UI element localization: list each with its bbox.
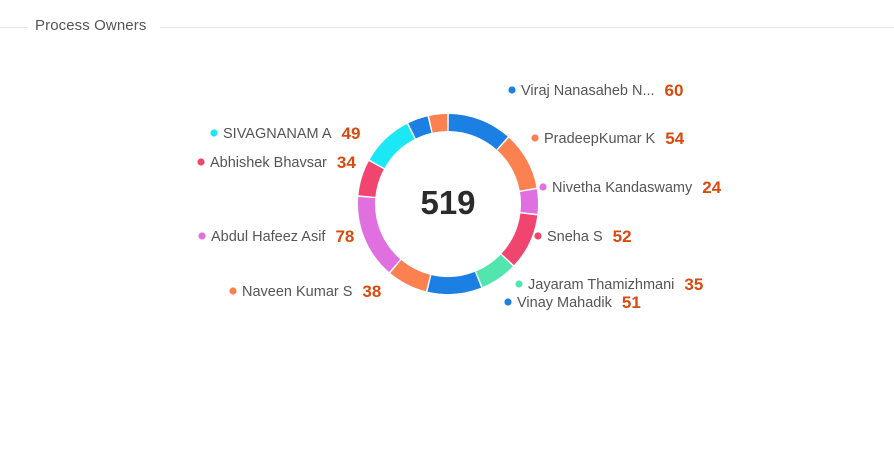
donut-slice[interactable] <box>501 213 538 266</box>
slice-label: Vinay Mahadik 51 <box>504 293 641 312</box>
legend-dot-icon <box>531 134 539 142</box>
slice-label: Abdul Hafeez Asif 78 <box>198 227 354 246</box>
donut-slices <box>358 114 538 294</box>
slice-label-name: Abhishek Bhavsar <box>210 155 327 171</box>
slice-label-name: Naveen Kumar S <box>242 284 352 300</box>
slice-label: SIVAGNANAM A 49 <box>210 124 360 143</box>
section-title: Process Owners <box>35 17 147 34</box>
donut-slice[interactable] <box>497 137 537 191</box>
slice-label-name: Viraj Nanasaheb N... <box>521 83 655 99</box>
donut-slice[interactable] <box>427 271 482 294</box>
slice-label-value: 60 <box>665 81 684 100</box>
slice-label-name: PradeepKumar K <box>544 131 656 147</box>
slice-label: Viraj Nanasaheb N... 60 <box>508 81 683 100</box>
legend-dot-icon <box>229 287 237 295</box>
slice-label-value: 34 <box>337 153 356 172</box>
legend-dot-icon <box>508 86 516 94</box>
slice-label-value: 52 <box>613 227 632 246</box>
legend-dot-icon <box>198 232 206 240</box>
slice-label-name: Abdul Hafeez Asif <box>211 229 326 245</box>
donut-slice[interactable] <box>448 114 508 150</box>
donut-slice[interactable] <box>429 114 448 133</box>
slice-label-name: Jayaram Thamizhmani <box>528 277 674 293</box>
slice-label-value: 54 <box>665 129 684 148</box>
header-divider-left <box>0 27 28 28</box>
legend-dot-icon <box>504 298 512 306</box>
donut-slice[interactable] <box>358 196 401 273</box>
donut-slice[interactable] <box>358 161 384 197</box>
slice-label-name: Vinay Mahadik <box>517 295 613 311</box>
legend-dot-icon <box>515 280 523 288</box>
donut-slice[interactable] <box>390 260 431 292</box>
slice-label-name: Nivetha Kandaswamy <box>552 180 693 196</box>
section-header: Process Owners <box>0 0 894 56</box>
donut-slice[interactable] <box>369 123 415 169</box>
slice-label-value: 78 <box>335 227 354 246</box>
slice-label-name: SIVAGNANAM A <box>223 126 332 142</box>
slice-label: Abhishek Bhavsar 34 <box>197 153 356 172</box>
slice-label: Jayaram Thamizhmani 35 <box>515 275 703 294</box>
slice-label-value: 24 <box>702 178 721 197</box>
slice-label: Sneha S 52 <box>534 227 632 246</box>
slice-label-name: Sneha S <box>547 229 603 245</box>
donut-slice[interactable] <box>408 116 432 139</box>
slice-label-value: 35 <box>684 275 703 294</box>
donut-labels: Viraj Nanasaheb N... 60 PradeepKumar K 54 Ni… <box>197 81 722 312</box>
slice-label-value: 38 <box>362 282 381 301</box>
legend-dot-icon <box>534 232 542 240</box>
slice-label: Nivetha Kandaswamy 24 <box>539 178 722 197</box>
slice-label: PradeepKumar K 54 <box>531 129 685 148</box>
slice-label-value: 51 <box>622 293 641 312</box>
donut-slice[interactable] <box>520 189 538 214</box>
legend-dot-icon <box>539 183 547 191</box>
legend-dot-icon <box>210 129 218 137</box>
center-total: 519 <box>420 184 475 221</box>
legend-dot-icon <box>197 158 205 166</box>
slice-label: Naveen Kumar S 38 <box>229 282 381 301</box>
slice-label-value: 49 <box>342 124 361 143</box>
header-divider-right <box>160 27 894 28</box>
donut-slice[interactable] <box>476 254 513 288</box>
